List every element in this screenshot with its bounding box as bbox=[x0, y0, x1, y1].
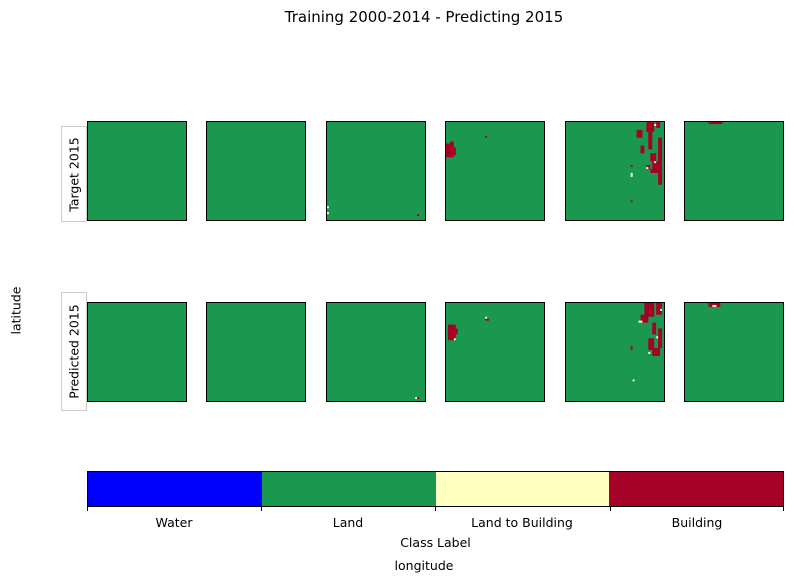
class-cell bbox=[630, 346, 633, 351]
class-cell bbox=[327, 206, 329, 209]
map-panel-svg bbox=[630, 122, 663, 203]
map-panel-svg bbox=[88, 303, 186, 401]
class-cell bbox=[485, 135, 488, 138]
colorbar-tick bbox=[610, 507, 611, 511]
class-cell bbox=[652, 161, 661, 171]
y-axis-label: latitude bbox=[0, 250, 32, 370]
class-cell bbox=[417, 214, 420, 217]
map-panel-r0-c5 bbox=[684, 121, 784, 221]
map-panel-svg bbox=[88, 122, 186, 220]
class-cell bbox=[656, 122, 661, 128]
class-cell bbox=[417, 397, 420, 400]
colorbar bbox=[87, 471, 784, 507]
map-panel-svg bbox=[207, 122, 305, 220]
map-panel-svg bbox=[708, 303, 721, 307]
class-cell bbox=[640, 145, 645, 154]
x-axis-label: longitude bbox=[394, 558, 454, 573]
class-cell bbox=[449, 141, 454, 146]
class-cell bbox=[453, 338, 456, 341]
colorbar-label-building: Building bbox=[671, 515, 723, 530]
map-panel-r1-c3 bbox=[445, 302, 545, 402]
class-cell bbox=[648, 131, 653, 150]
row-label-predicted: Predicted 2015 bbox=[61, 292, 87, 411]
colorbar-tick bbox=[261, 507, 262, 511]
class-cell bbox=[630, 200, 633, 203]
colorbar-segment-land-to-building bbox=[435, 472, 610, 506]
map-panel-r0-c4 bbox=[565, 121, 665, 221]
map-panel-r1-c0 bbox=[87, 302, 187, 402]
class-cell bbox=[415, 397, 418, 400]
class-cell bbox=[646, 122, 655, 132]
class-cell bbox=[712, 304, 717, 307]
colorbar-segment-water bbox=[88, 472, 262, 506]
colorbar-label-water: Water bbox=[155, 515, 193, 530]
class-cell bbox=[630, 165, 633, 168]
colorbar-title: Class Label bbox=[400, 535, 471, 550]
colorbar-tick bbox=[783, 507, 784, 511]
class-cell bbox=[660, 308, 663, 311]
colorbar-tick bbox=[435, 507, 436, 511]
class-cell bbox=[447, 324, 456, 341]
class-cell bbox=[632, 379, 635, 382]
map-panel-svg bbox=[327, 206, 420, 217]
class-cell bbox=[654, 123, 657, 126]
y-axis-label-text: latitude bbox=[8, 286, 24, 334]
class-cell bbox=[485, 318, 490, 321]
class-cell bbox=[485, 316, 488, 319]
colorbar-tick bbox=[87, 507, 88, 511]
class-cell bbox=[656, 303, 663, 315]
map-panel-svg bbox=[630, 303, 663, 382]
class-cell bbox=[644, 303, 655, 317]
map-panel-r0-c3 bbox=[445, 121, 545, 221]
class-cell bbox=[658, 137, 663, 185]
class-cell bbox=[630, 172, 633, 177]
map-panel-svg bbox=[415, 397, 420, 400]
class-cell bbox=[646, 165, 651, 170]
map-panel-r0-c0 bbox=[87, 121, 187, 221]
class-cell bbox=[650, 169, 659, 173]
class-cell bbox=[652, 322, 657, 335]
class-cell bbox=[656, 336, 659, 339]
map-panel-r0-c1 bbox=[206, 121, 306, 221]
map-panel-r1-c4 bbox=[565, 302, 665, 402]
map-panel-svg bbox=[446, 135, 488, 158]
map-panel-svg bbox=[447, 316, 490, 341]
class-cell bbox=[327, 212, 329, 215]
class-cell bbox=[638, 320, 643, 323]
colorbar-segment-building bbox=[609, 472, 783, 506]
class-cell bbox=[446, 143, 454, 158]
row-label-target-text: Target 2015 bbox=[66, 136, 82, 212]
map-panel-r1-c2 bbox=[326, 302, 426, 402]
class-cell bbox=[708, 122, 723, 124]
class-cell bbox=[648, 338, 655, 351]
class-cell bbox=[453, 147, 456, 156]
colorbar-label-land-to-building: Land to Building bbox=[471, 515, 573, 530]
chart-title: Training 2000-2014 - Predicting 2015 bbox=[284, 8, 564, 26]
class-cell bbox=[636, 129, 643, 138]
map-panel-svg bbox=[207, 303, 305, 401]
map-panel-r1-c5 bbox=[684, 302, 784, 402]
class-cell bbox=[640, 314, 649, 323]
class-cell bbox=[455, 328, 458, 335]
class-cell bbox=[654, 161, 657, 164]
class-cell bbox=[652, 348, 661, 356]
class-cell bbox=[650, 153, 657, 162]
map-panel-r1-c1 bbox=[206, 302, 306, 402]
colorbar-segment-land bbox=[261, 472, 436, 506]
row-label-predicted-text: Predicted 2015 bbox=[66, 304, 82, 399]
colorbar-label-land: Land bbox=[332, 515, 364, 530]
row-label-target: Target 2015 bbox=[61, 126, 87, 222]
class-cell bbox=[648, 352, 651, 354]
class-cell bbox=[646, 167, 649, 170]
map-panel-r0-c2 bbox=[326, 121, 426, 221]
map-panel-svg bbox=[708, 122, 723, 124]
class-cell bbox=[658, 328, 663, 349]
